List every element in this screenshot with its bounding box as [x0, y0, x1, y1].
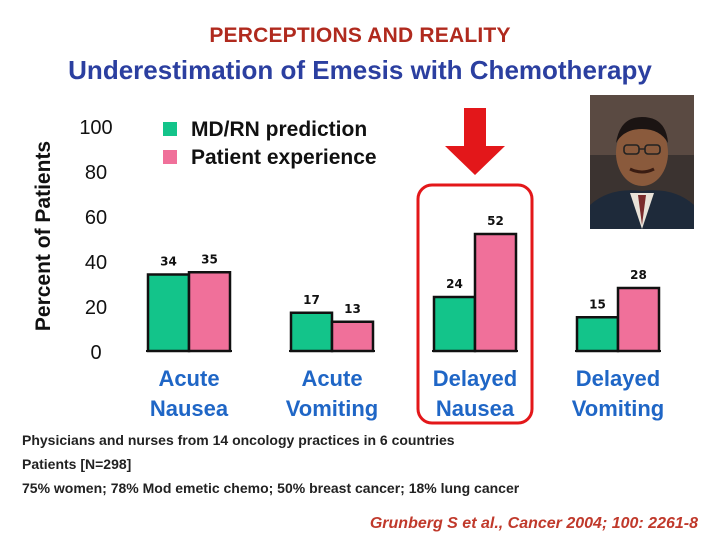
- bar: [473, 232, 518, 353]
- bar: [146, 273, 191, 353]
- data-label: 34: [160, 255, 177, 269]
- y-tick-label: 40: [85, 252, 107, 274]
- x-category-label: Nausea: [436, 396, 515, 421]
- note-physicians: Physicians and nurses from 14 oncology p…: [22, 432, 455, 448]
- x-category-label: Acute: [301, 366, 362, 391]
- legend-entry: MD/RN prediction: [191, 118, 367, 141]
- down-arrow-icon: [445, 108, 505, 175]
- data-label: 13: [344, 302, 361, 316]
- x-category-label: Delayed: [433, 366, 517, 391]
- data-label: 52: [487, 214, 504, 228]
- y-tick-label: 80: [85, 162, 107, 184]
- citation: Grunberg S et al., Cancer 2004; 100: 226…: [369, 515, 698, 532]
- highlight-box: [416, 183, 534, 425]
- y-axis-label: Percent of Patients: [32, 141, 55, 331]
- y-tick-label: 100: [79, 117, 112, 139]
- bar: [187, 271, 232, 353]
- x-category-label: Vomiting: [286, 396, 378, 421]
- slide-title: PERCEPTIONS AND REALITY: [209, 24, 511, 47]
- x-category-label: Vomiting: [572, 396, 664, 421]
- data-label: 15: [589, 297, 606, 311]
- data-label: 24: [446, 277, 463, 291]
- bar: [616, 286, 661, 353]
- bar: [289, 311, 334, 353]
- legend-entry: Patient experience: [191, 146, 377, 169]
- legend-swatch: [163, 122, 177, 136]
- legend-swatch: [163, 150, 177, 164]
- bar-chart: Percent of Patients 0 20 40 60 80 100 34 17 24 15 3…: [32, 108, 664, 425]
- presenter-portrait-image: [590, 95, 694, 229]
- presenter-photo: [590, 95, 694, 229]
- note-patients: Patients [N=298]: [22, 456, 132, 472]
- bar: [330, 320, 375, 353]
- data-label: 28: [630, 268, 647, 282]
- bar: [575, 316, 620, 353]
- x-category-label: Nausea: [150, 396, 229, 421]
- data-label: 35: [201, 252, 218, 266]
- y-tick-label: 20: [85, 297, 107, 319]
- x-category-label: Acute: [158, 366, 219, 391]
- y-tick-label: 60: [85, 207, 107, 229]
- data-label: 17: [303, 293, 320, 307]
- note-demographics: 75% women; 78% Mod emetic chemo; 50% bre…: [22, 480, 520, 496]
- y-tick-label: 0: [90, 342, 101, 364]
- x-category-label: Delayed: [576, 366, 660, 391]
- slide-subtitle: Underestimation of Emesis with Chemother…: [68, 55, 652, 85]
- bar: [432, 295, 477, 353]
